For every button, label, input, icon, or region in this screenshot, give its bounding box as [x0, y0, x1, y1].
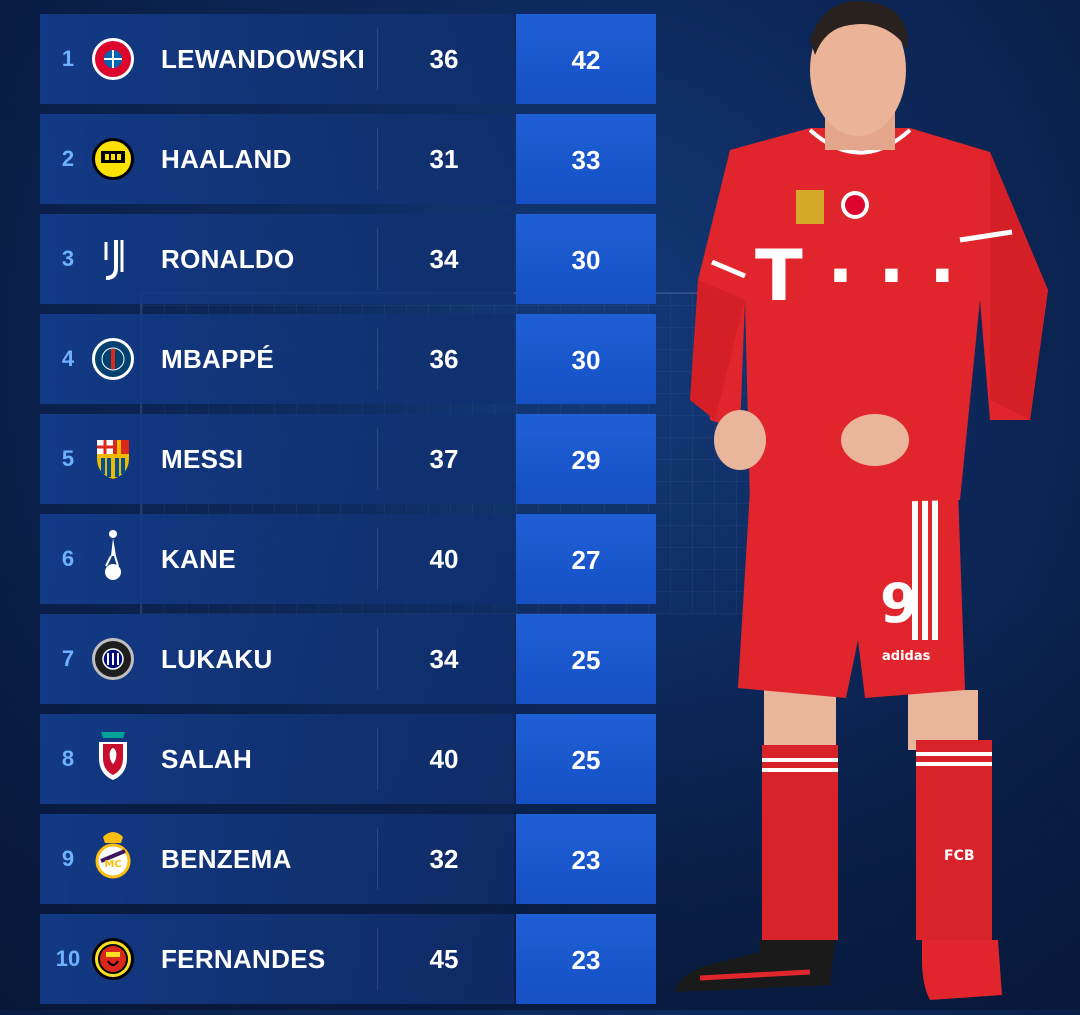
player-name: RONALDO — [161, 244, 295, 274]
matches-played: 32 — [429, 844, 459, 874]
matches-played: 34 — [429, 644, 459, 674]
player-name: HAALAND — [161, 144, 292, 174]
shorts-number: 9 — [880, 572, 918, 635]
matches-played: 36 — [429, 344, 459, 374]
barcelona-crest-icon — [92, 438, 134, 480]
rank: 4 — [61, 346, 75, 371]
liverpool-crest-icon — [92, 732, 134, 780]
player-name: MBAPPÉ — [161, 344, 275, 374]
rank: 10 — [55, 946, 81, 971]
table-row: 5 MESSI 37 29 — [40, 414, 656, 504]
matches-played: 40 — [429, 744, 459, 774]
shirt-sponsor: T · · · — [755, 235, 956, 317]
table-row: 7 LUKAKU 34 25 — [40, 614, 656, 704]
goals-count: 27 — [516, 514, 656, 604]
rank: 8 — [61, 746, 75, 771]
rank: 7 — [61, 646, 75, 671]
player-name: SALAH — [161, 744, 253, 774]
goals-count: 25 — [516, 714, 656, 804]
svg-text:MC: MC — [104, 859, 121, 870]
player-name: MESSI — [161, 444, 244, 474]
table-row: 6 KANE 40 27 — [40, 514, 656, 604]
table-row: 4 MBAPPÉ 36 30 — [40, 314, 656, 404]
table-row: 10 FERNANDES 45 23 — [40, 914, 656, 1004]
goals-count: 30 — [516, 214, 656, 304]
sock-text: FCB — [944, 848, 975, 864]
goals-count: 33 — [516, 114, 656, 204]
tottenham-crest-icon — [92, 530, 134, 580]
player-name: BENZEMA — [161, 844, 292, 874]
matches-played: 31 — [429, 144, 459, 174]
rank: 9 — [61, 846, 75, 871]
player-name: LUKAKU — [161, 644, 273, 674]
goals-count: 30 — [516, 314, 656, 404]
table-row: 2 HAALAND 31 33 — [40, 114, 656, 204]
table-row: 9 MC BENZEMA 32 23 — [40, 814, 656, 904]
rank: 2 — [61, 146, 75, 171]
juventus-crest-icon — [92, 238, 134, 280]
bayern-munich-crest-icon — [92, 38, 134, 80]
matches-played: 45 — [429, 944, 459, 974]
psg-crest-icon — [92, 338, 134, 380]
player-name: FERNANDES — [161, 944, 326, 974]
table-row: 1 LEWANDOWSKI 36 42 — [40, 14, 656, 104]
manchester-united-crest-icon — [92, 938, 134, 980]
rank: 1 — [61, 46, 75, 71]
goals-count: 23 — [516, 814, 656, 904]
real-madrid-crest-icon: MC — [92, 832, 134, 880]
matches-played: 36 — [429, 44, 459, 74]
table-row: 8 SALAH 40 25 — [40, 714, 656, 804]
matches-played: 40 — [429, 544, 459, 574]
table-row: 3 RONALDO 34 30 — [40, 214, 656, 304]
goals-count: 23 — [516, 914, 656, 1004]
player-name: KANE — [161, 544, 236, 574]
rank: 3 — [61, 246, 75, 271]
matches-played: 34 — [429, 244, 459, 274]
rank: 6 — [61, 546, 75, 571]
goals-count: 42 — [516, 14, 656, 104]
shorts-brand: adidas — [882, 649, 931, 664]
player-photo: 9 adidas T · · · FCB — [660, 0, 1080, 1010]
inter-milan-crest-icon — [92, 638, 134, 680]
matches-played: 37 — [429, 444, 459, 474]
player-name: LEWANDOWSKI — [161, 44, 366, 74]
goals-count: 29 — [516, 414, 656, 504]
goals-count: 25 — [516, 614, 656, 704]
borussia-dortmund-crest-icon — [92, 138, 134, 180]
rank: 5 — [61, 446, 75, 471]
